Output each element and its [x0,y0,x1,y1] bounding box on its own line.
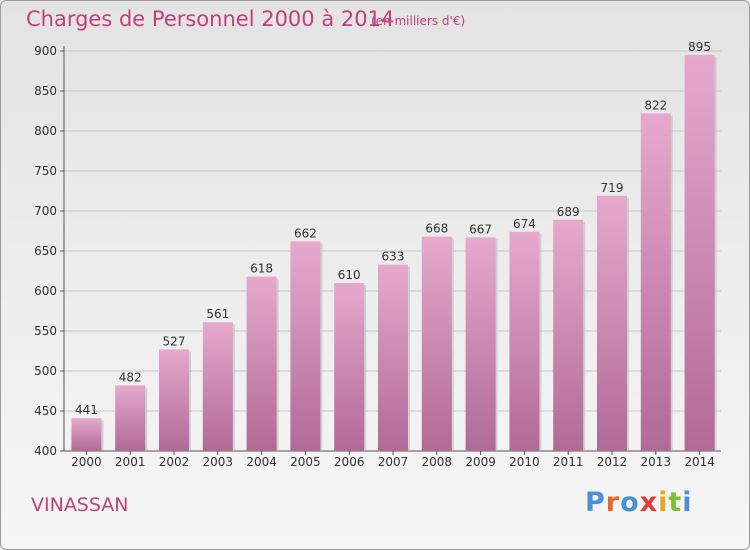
data-label: 482 [119,370,142,384]
x-tick-label: 2005 [290,455,321,469]
x-tick-label: 2010 [509,455,540,469]
x-tick-label: 2009 [465,455,496,469]
logo-letter: i [658,487,669,518]
logo-letter: o [620,487,640,518]
x-tick-label: 2008 [422,455,453,469]
bar [334,283,365,451]
bars [71,55,717,452]
y-tick-label: 750 [34,164,57,178]
y-tick-label: 650 [34,244,57,258]
bar [421,236,452,451]
y-tick-label: 800 [34,124,57,138]
y-tick-label: 500 [34,364,57,378]
labels: 441 482 527 561 618 662 610 633 668 667 674 689 719 8… [75,40,711,417]
bar [640,113,671,452]
bar [159,349,189,451]
logo-letter: t [668,487,683,518]
x-tick-label: 2006 [334,455,365,469]
bar [465,237,496,451]
data-label: 689 [557,205,580,219]
data-label: 895 [688,40,711,54]
data-label: 719 [601,181,624,195]
data-label: 618 [250,262,273,276]
y-tick-label: 600 [34,284,57,298]
bar [202,322,233,451]
x-tick-label: 2000 [71,455,102,469]
y-tick-label: 400 [34,444,57,458]
y-tick-label: 850 [34,84,57,98]
data-label: 527 [163,334,186,348]
x-tick-label: 2011 [553,455,584,469]
bar [246,276,277,451]
bar [509,231,540,451]
data-label: 561 [206,307,229,321]
logo-letter: i [682,487,693,518]
logo-letter: P [585,487,606,518]
bar [378,264,408,451]
y-tick-label: 450 [34,404,57,418]
x-tick-label: 2013 [641,455,672,469]
place-name: VINASSAN [31,494,129,516]
x-tick-label: 2003 [203,455,234,469]
x-tick-label: 2014 [684,455,715,469]
x-tick-label: 2004 [246,455,277,469]
x-tick-label: 2001 [115,455,146,469]
data-label: 668 [425,222,448,236]
chart-title: Charges de Personnel 2000 à 2014 [26,7,395,31]
y-tick-label: 550 [34,324,57,338]
x-tick-label: 2007 [378,455,409,469]
data-label: 610 [338,268,361,282]
data-label: 633 [382,250,405,264]
bar [553,219,584,451]
proxiti-logo[interactable]: Proxiti [585,487,693,518]
bar [115,385,146,451]
data-label: 667 [469,222,492,236]
chart-subtitle: (en milliers d'€) [371,14,466,28]
bar [71,418,102,451]
bar [597,195,627,451]
y-tick-label: 700 [34,204,57,218]
x-tick-label: 2012 [597,455,628,469]
logo-letter: r [605,487,621,518]
y-tick-label: 900 [34,44,57,58]
data-label: 674 [513,217,536,231]
data-label: 822 [644,98,667,112]
data-label: 662 [294,226,317,240]
bar [290,241,321,451]
logo-letter: x [639,487,659,518]
x-tick-label: 2002 [159,455,190,469]
bar [684,55,715,451]
data-label: 441 [75,403,98,417]
